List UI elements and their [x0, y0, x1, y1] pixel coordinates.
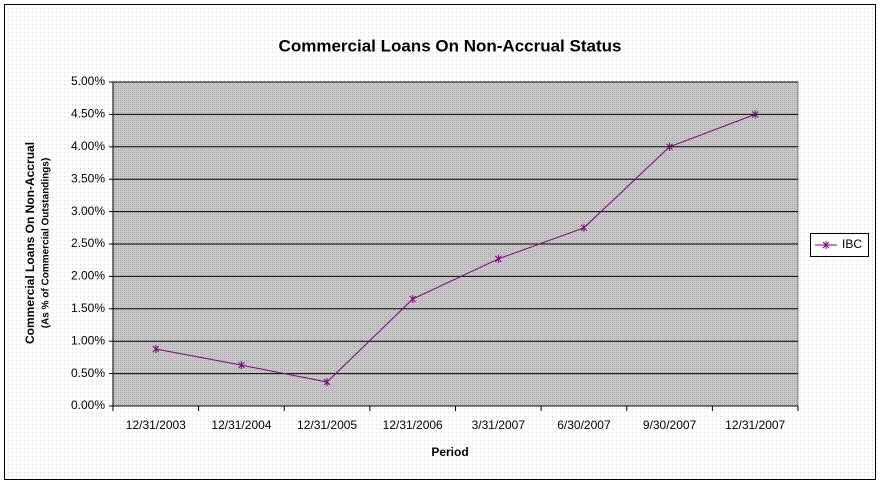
- chart-title: Commercial Loans On Non-Accrual Status: [279, 36, 622, 55]
- x-tick-label: 12/31/2006: [383, 418, 443, 432]
- x-tick-label: 12/31/2007: [725, 418, 785, 432]
- marker-shape: [666, 142, 673, 151]
- y-tick-label: 3.00%: [71, 204, 105, 218]
- data-point: [580, 223, 588, 232]
- y-tick-label: 2.00%: [71, 269, 105, 283]
- marker-shape: [238, 361, 245, 370]
- x-tick-label: 12/31/2005: [297, 418, 357, 432]
- y-tick-label: 0.50%: [71, 366, 105, 380]
- x-tick-label: 12/31/2003: [126, 418, 186, 432]
- marker-shape: [323, 378, 331, 387]
- y-tick-label: 0.00%: [71, 398, 105, 412]
- x-axis-title: Period: [431, 445, 468, 459]
- legend: IBC: [810, 233, 869, 257]
- y-tick-label: 1.50%: [71, 301, 105, 315]
- series-line: [155, 113, 756, 383]
- x-tick-label: 9/30/2007: [643, 418, 697, 432]
- data-point: [152, 344, 160, 353]
- y-tick-label: 3.50%: [71, 171, 105, 185]
- data-point: [238, 361, 245, 370]
- y-tick-label: 5.00%: [71, 74, 105, 88]
- data-point: [494, 254, 502, 263]
- legend-marker: [822, 241, 830, 249]
- y-axis-subtitle: (As % of Commercial Outstandings): [41, 158, 52, 329]
- data-point: [666, 142, 673, 151]
- x-tick-label: 3/31/2007: [472, 418, 526, 432]
- x-tick-label: 6/30/2007: [557, 418, 611, 432]
- marker-shape: [751, 110, 759, 119]
- marker-shape: [822, 241, 830, 249]
- y-tick-label: 2.50%: [71, 236, 105, 250]
- x-tick-label: 12/31/2004: [211, 418, 271, 432]
- legend-box: [810, 233, 869, 257]
- y-axis-title: Commercial Loans On Non-Accrual: [23, 142, 37, 344]
- marker-shape: [152, 344, 160, 353]
- marker-shape: [409, 295, 417, 304]
- marker-shape: [494, 254, 502, 263]
- y-tick-label: 1.00%: [71, 333, 105, 347]
- y-tick-label: 4.50%: [71, 107, 105, 121]
- data-point: [409, 295, 417, 304]
- marker-shape: [580, 223, 588, 232]
- data-point: [323, 378, 331, 387]
- data-point: [751, 110, 759, 119]
- y-tick-label: 4.00%: [71, 139, 105, 153]
- legend-label: IBC: [842, 237, 862, 251]
